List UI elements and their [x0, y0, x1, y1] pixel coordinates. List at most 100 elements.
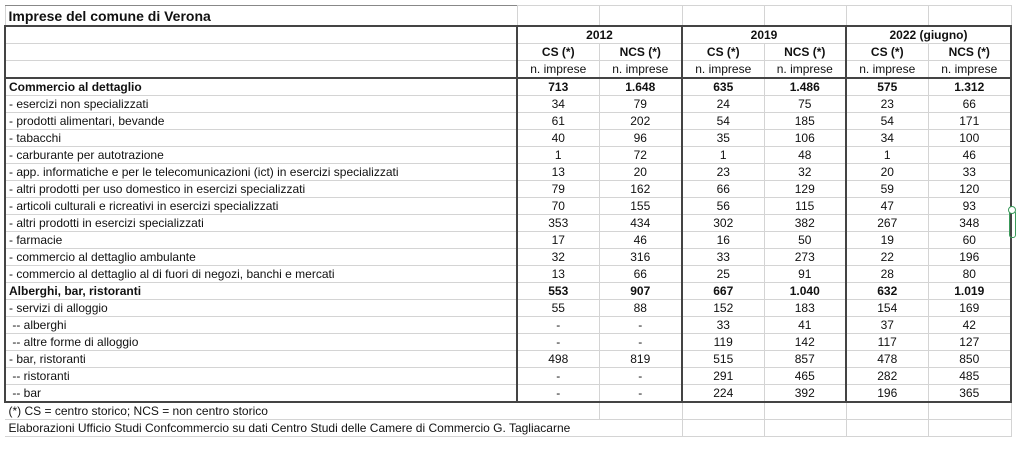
value-cell: -: [598, 333, 683, 351]
value-cell: 55: [516, 299, 600, 317]
value-cell: 667: [681, 282, 765, 300]
table-row: - farmacie 17 46 16 50 19 60: [4, 231, 1012, 249]
cell-resize-handle[interactable]: [1008, 206, 1016, 238]
value-cell: 129: [763, 180, 847, 198]
value-cell: 50: [763, 231, 847, 249]
value-cell: 127: [927, 333, 1012, 351]
source-text: Elaborazioni Ufficio Studi Confcommercio…: [4, 419, 600, 437]
value-cell: 1: [845, 146, 929, 164]
unit-label: n. imprese: [927, 60, 1012, 79]
table-row: - esercizi non specializzati 34 79 24 75 23 66: [4, 95, 1012, 113]
value-cell: 66: [681, 180, 765, 198]
value-cell: 907: [598, 282, 683, 300]
row-label: -- ristoranti: [4, 367, 518, 385]
value-cell: 1.312: [927, 77, 1012, 96]
value-cell: 1.648: [598, 77, 683, 96]
value-cell: 434: [598, 214, 683, 232]
table-row: - commercio al dettaglio al di fuori di …: [4, 265, 1012, 283]
value-cell: 48: [763, 146, 847, 164]
value-cell: 1: [681, 146, 765, 164]
value-cell: 93: [927, 197, 1012, 215]
row-label: -- altre forme di alloggio: [4, 333, 518, 351]
table-row: - servizi di alloggio 55 88 152 183 154 169: [4, 299, 1012, 317]
value-cell: 162: [598, 180, 683, 198]
value-cell: 75: [763, 95, 847, 113]
value-cell: 392: [763, 384, 847, 403]
value-cell: 1.019: [927, 282, 1012, 300]
value-cell: 196: [845, 384, 929, 403]
row-label: - esercizi non specializzati: [4, 95, 518, 113]
verona-businesses-table: Imprese del comune di Verona 2012 2019 2…: [4, 5, 1012, 437]
value-cell: 66: [598, 265, 683, 283]
value-cell: 32: [763, 163, 847, 181]
value-cell: 13: [516, 163, 600, 181]
value-cell: -: [598, 316, 683, 334]
value-cell: 37: [845, 316, 929, 334]
value-cell: -: [516, 333, 600, 351]
value-cell: 23: [845, 95, 929, 113]
value-cell: 365: [927, 384, 1012, 403]
row-label: - farmacie: [4, 231, 518, 249]
row-label: - carburante per autotrazione: [4, 146, 518, 164]
column-header: NCS (*): [598, 43, 683, 61]
value-cell: 169: [927, 299, 1012, 317]
table-row: - altri prodotti in esercizi specializza…: [4, 214, 1012, 232]
row-label: Commercio al dettaglio: [4, 77, 518, 96]
value-cell: 19: [845, 231, 929, 249]
value-cell: 632: [845, 282, 929, 300]
value-cell: 224: [681, 384, 765, 403]
value-cell: 485: [927, 367, 1012, 385]
value-cell: 46: [598, 231, 683, 249]
value-cell: 183: [763, 299, 847, 317]
value-cell: -: [516, 367, 600, 385]
value-cell: 41: [763, 316, 847, 334]
value-cell: 72: [598, 146, 683, 164]
value-cell: 20: [845, 163, 929, 181]
table-row: -- ristoranti - -291 465 282 485: [4, 367, 1012, 385]
value-cell: 28: [845, 265, 929, 283]
table-row: - commercio al dettaglio ambulante 32 316 3…: [4, 248, 1012, 266]
value-cell: 291: [681, 367, 765, 385]
value-cell: 185: [763, 112, 847, 130]
value-cell: 33: [681, 316, 765, 334]
value-cell: 59: [845, 180, 929, 198]
table-row: - carburante per autotrazione 1 72 1 48 1 46: [4, 146, 1012, 164]
row-label: - prodotti alimentari, bevande: [4, 112, 518, 130]
row-label: - tabacchi: [4, 129, 518, 147]
value-cell: 316: [598, 248, 683, 266]
value-cell: 33: [927, 163, 1012, 181]
table-row: - app. informatiche e per le telecomunic…: [4, 163, 1012, 181]
value-cell: -: [516, 384, 600, 403]
value-cell: 154: [845, 299, 929, 317]
value-cell: 498: [516, 350, 600, 368]
value-cell: 46: [927, 146, 1012, 164]
value-cell: 56: [681, 197, 765, 215]
value-cell: 119: [681, 333, 765, 351]
table-row: Alberghi, bar, ristoranti 553 907 667 1.040 6…: [4, 282, 1012, 300]
value-cell: 54: [845, 112, 929, 130]
value-cell: 40: [516, 129, 600, 147]
value-cell: 152: [681, 299, 765, 317]
row-label: - articoli culturali e ricreativi in ese…: [4, 197, 518, 215]
value-cell: 202: [598, 112, 683, 130]
value-cell: 478: [845, 350, 929, 368]
year-header-2019: 2019: [681, 25, 847, 44]
value-cell: 54: [681, 112, 765, 130]
column-header: CS (*): [845, 43, 929, 61]
value-cell: 100: [927, 129, 1012, 147]
row-label: - app. informatiche e per le telecomunic…: [4, 163, 518, 181]
value-cell: 96: [598, 129, 683, 147]
value-cell: 155: [598, 197, 683, 215]
value-cell: 66: [927, 95, 1012, 113]
table-row: -- bar - -224 392 196 365: [4, 384, 1012, 403]
column-header: NCS (*): [927, 43, 1012, 61]
value-cell: 34: [845, 129, 929, 147]
value-cell: 24: [681, 95, 765, 113]
value-cell: 117: [845, 333, 929, 351]
year-header-2022: 2022 (giugno): [845, 25, 1012, 44]
value-cell: 635: [681, 77, 765, 96]
value-cell: 267: [845, 214, 929, 232]
value-cell: 850: [927, 350, 1012, 368]
value-cell: 79: [598, 95, 683, 113]
value-cell: 465: [763, 367, 847, 385]
